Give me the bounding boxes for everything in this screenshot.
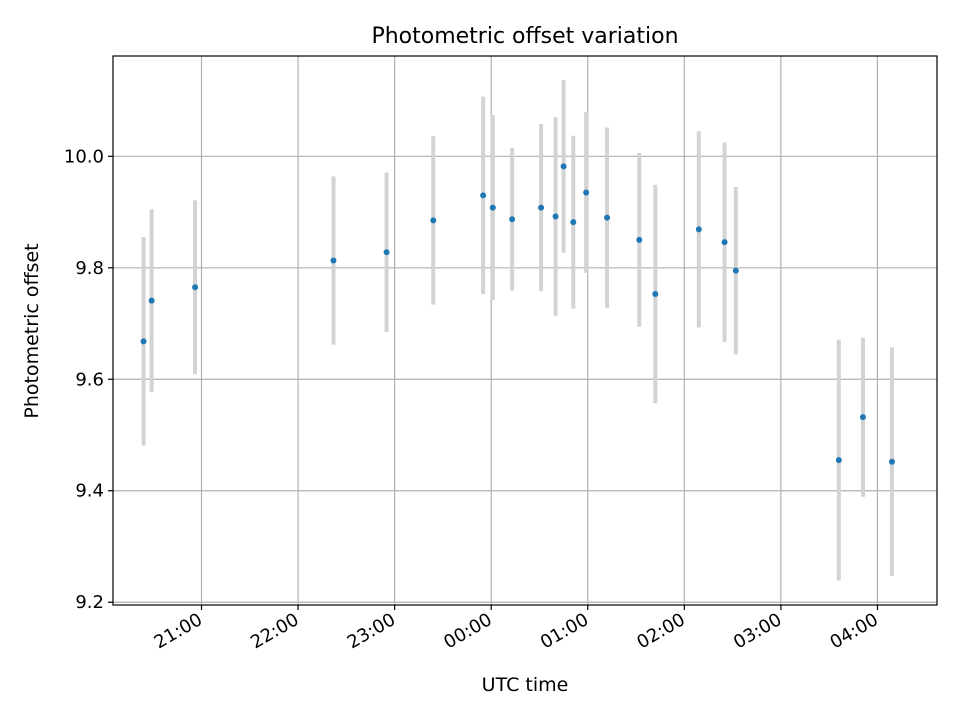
chart-title: Photometric offset variation [371,24,678,49]
data-point [859,414,866,421]
data-point [489,204,496,211]
data-point [480,192,487,199]
grid-lines [113,56,937,605]
data-point [552,213,559,220]
data-point [732,267,739,274]
data-point [695,226,702,233]
data-point [888,458,895,465]
data-point [538,204,545,211]
data-point [430,217,437,224]
data-point [583,189,590,196]
data-point [140,338,147,345]
data-point [330,257,337,264]
data-points [140,163,895,465]
data-point [148,297,155,304]
data-point [636,236,643,243]
data-point [509,216,516,223]
y-tick-label: 9.6 [75,369,104,390]
y-tick-label: 9.2 [75,592,104,613]
y-tick-label: 10.0 [64,146,104,167]
data-point [604,214,611,221]
plot-frame [112,55,938,606]
data-point [383,249,390,256]
x-axis-label: UTC time [482,674,569,696]
y-tick-label: 9.4 [75,481,104,502]
data-point [570,219,577,226]
y-tick-label: 9.8 [75,258,104,279]
data-point [835,457,842,464]
data-point [721,239,728,246]
y-axis-label: Photometric offset [21,243,43,418]
data-point [192,284,199,291]
data-point [652,290,659,297]
data-point [560,163,567,170]
